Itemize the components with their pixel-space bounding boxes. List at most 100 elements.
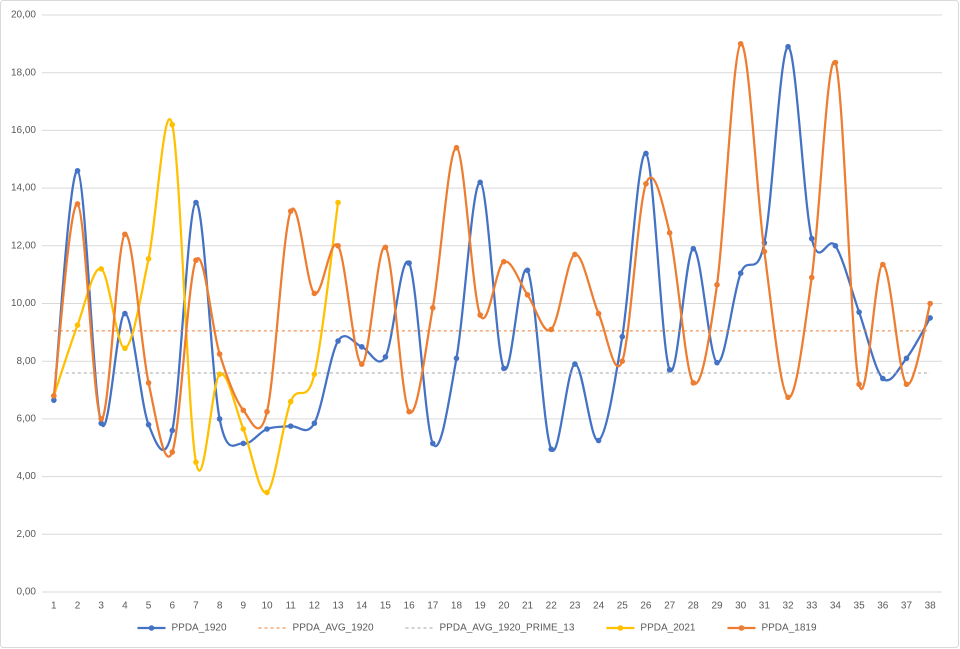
data-point — [240, 440, 247, 447]
data-point — [335, 199, 341, 206]
x-tick-label: 16 — [404, 601, 416, 612]
y-tick-label: 4,00 — [17, 471, 37, 482]
data-point — [927, 315, 933, 321]
x-tick-label: 35 — [854, 601, 866, 612]
data-point — [619, 333, 626, 340]
x-tick-label: 32 — [782, 601, 794, 612]
data-point — [690, 245, 697, 252]
x-tick-label: 9 — [241, 601, 247, 612]
x-tick-label: 23 — [569, 601, 581, 612]
data-point — [406, 408, 412, 415]
data-point — [808, 235, 815, 242]
x-tick-label: 37 — [901, 601, 913, 612]
data-point — [903, 381, 910, 388]
data-point — [169, 121, 176, 128]
y-tick-label: 18,00 — [11, 67, 36, 78]
data-point — [808, 274, 815, 281]
x-tick-label: 1 — [51, 601, 57, 612]
data-point — [122, 310, 128, 317]
data-point — [477, 179, 483, 186]
x-tick-label: 17 — [427, 601, 439, 612]
series-line — [52, 42, 932, 458]
x-tick-label: 34 — [830, 601, 842, 612]
legend-label: PPDA_AVG_1920 — [293, 623, 374, 634]
data-point — [264, 489, 270, 496]
data-point — [287, 423, 294, 429]
data-point — [832, 243, 839, 249]
data-point — [240, 426, 247, 432]
y-tick-label: 16,00 — [11, 125, 36, 136]
data-point — [572, 361, 578, 367]
x-tick-label: 4 — [122, 601, 128, 612]
data-point — [666, 367, 673, 373]
y-tick-label: 6,00 — [17, 414, 37, 425]
x-tick-label: 20 — [498, 601, 510, 612]
data-point — [548, 446, 555, 452]
data-point — [619, 358, 626, 365]
data-point — [240, 407, 247, 414]
data-point — [643, 180, 649, 187]
legend-label: PPDA_2021 — [640, 623, 695, 634]
data-point — [453, 144, 460, 151]
data-point — [287, 208, 294, 214]
x-tick-label: 25 — [617, 601, 629, 612]
data-point — [856, 381, 862, 388]
data-point — [737, 270, 744, 277]
x-tick-label: 29 — [711, 601, 723, 612]
x-tick-label: 18 — [451, 601, 463, 612]
x-tick-label: 15 — [380, 601, 392, 612]
data-point — [737, 41, 744, 47]
data-point — [903, 355, 910, 362]
data-point — [643, 150, 649, 157]
data-point — [429, 440, 436, 447]
x-tick-label: 30 — [735, 601, 747, 612]
x-tick-label: 5 — [146, 601, 152, 612]
data-point — [382, 244, 389, 251]
x-tick-label: 12 — [309, 601, 321, 612]
data-point — [548, 326, 555, 333]
y-tick-label: 14,00 — [11, 183, 36, 194]
data-point — [311, 420, 318, 427]
data-point — [429, 305, 436, 311]
data-point — [335, 243, 341, 249]
legend-marker — [738, 625, 745, 631]
y-tick-label: 20,00 — [11, 10, 36, 21]
y-tick-label: 2,00 — [17, 529, 37, 540]
y-tick-label: 8,00 — [17, 356, 37, 367]
data-point — [51, 397, 57, 403]
data-point — [74, 167, 81, 174]
data-point — [832, 59, 839, 66]
data-point — [524, 292, 531, 298]
x-tick-label: 2 — [75, 601, 81, 612]
legend-label: PPDA_1819 — [761, 623, 816, 634]
x-tick-label: 7 — [193, 601, 199, 612]
data-point — [74, 322, 81, 328]
x-tick-label: 13 — [332, 601, 344, 612]
data-point — [311, 371, 318, 377]
x-tick-label: 36 — [877, 601, 889, 612]
legend-marker — [617, 625, 624, 631]
data-point — [264, 426, 270, 432]
data-point — [98, 266, 105, 272]
x-tick-label: 3 — [98, 601, 104, 612]
data-point — [287, 398, 294, 405]
data-point — [358, 361, 365, 367]
x-tick-label: 11 — [285, 601, 296, 612]
y-tick-label: 0,00 — [17, 587, 37, 598]
data-point — [785, 394, 791, 401]
data-point — [335, 338, 341, 344]
data-point — [879, 375, 886, 382]
data-point — [714, 281, 720, 288]
data-point — [193, 199, 199, 206]
x-tick-label: 31 — [759, 601, 771, 612]
x-tick-label: 19 — [475, 601, 487, 612]
data-point — [524, 267, 531, 274]
data-point — [145, 421, 152, 428]
x-tick-label: 27 — [664, 601, 676, 612]
data-point — [145, 255, 152, 262]
data-point — [572, 251, 578, 258]
data-point — [169, 449, 176, 455]
data-point — [501, 365, 507, 372]
